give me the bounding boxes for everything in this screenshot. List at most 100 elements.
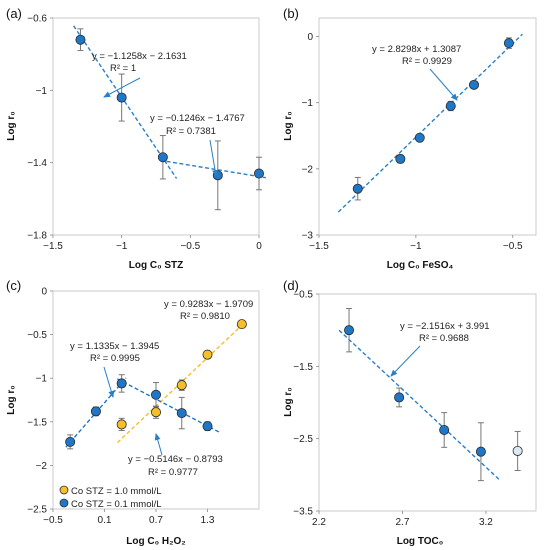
panel-c-equation-2: y = 1.1335x − 1.3945 (70, 341, 159, 352)
panel-c-r2-2: R² = 0.9995 (90, 353, 140, 364)
panel-d-y-tick-label: −3.5 (293, 507, 313, 518)
panel-c-data-point (150, 389, 161, 400)
panel-b-x-tick-label: −1.5 (309, 241, 329, 252)
panel-b-y-tick-label: −3 (302, 231, 314, 242)
panel-c-y-tick-label: −0.5 (27, 330, 47, 341)
panel-c-x-tick-label: 0.1 (98, 515, 112, 526)
panel-c-data-point (150, 407, 161, 418)
panel-b-data-point (414, 132, 425, 143)
panel-a-equation-2: y = −0.1246x − 1.4767 (150, 113, 245, 124)
panel-c-y-tick-label: 0 (41, 287, 47, 298)
panel-a-r2-2: R² = 0.7381 (166, 126, 216, 137)
panel-a-data-point (157, 152, 168, 163)
panel-a-arrow-1 (103, 77, 141, 98)
panel-d-fit-annotation: y = −2.1516x + 3.991 R² = 0.9688 (390, 321, 490, 377)
panel-a-x-tick-label: −1.5 (43, 241, 63, 252)
panel-a-x-tick-label: −0.5 (180, 241, 200, 252)
panel-c-legend-marker-1 (59, 485, 69, 495)
panel-d-x-axis-label: Log TOC₀ (397, 536, 444, 547)
panel-d-data-point (475, 446, 486, 457)
panel-c-x-tick-label: 0.7 (149, 515, 163, 526)
panel-c: (c) −0.5 0.1 0.7 1.3 −2.5 −2 −1.5 −1 −0.5 0 Log C… (6, 278, 260, 547)
panel-c-y-tick-label: −2.5 (27, 505, 47, 516)
panel-b-y-tick-label: 0 (307, 32, 313, 43)
panel-b-x-tick-label: −1 (410, 241, 422, 252)
panel-c-y-tick-label: −1.5 (27, 417, 47, 428)
panel-d-equation: y = −2.1516x + 3.991 (400, 321, 490, 332)
panel-a-fit-annotation-2: y = −0.1246x − 1.4767 R² = 0.7381 (150, 113, 245, 177)
panel-a-x-tick-label: 0 (256, 241, 262, 252)
panel-c-equation-3: y = −0.5146x − 0.8793 (128, 454, 223, 465)
panel-d-r2: R² = 0.9688 (419, 333, 469, 344)
panel-b-arrow (429, 68, 458, 101)
panel-c-legend-label-2: Co STZ = 0.1 mmol/L (71, 499, 162, 510)
panel-d-data-point (439, 424, 450, 435)
panel-c-arrow-3 (154, 433, 163, 456)
panel-b-data-point (395, 153, 406, 164)
panel-b-y-tick-label: −1 (302, 98, 314, 109)
panel-b-trendline-1 (337, 33, 523, 213)
panel-a-y-tick-label: −0.6 (27, 14, 47, 25)
panel-a-x-tick-label: −1 (116, 241, 128, 252)
panel-d-data-point (344, 325, 355, 336)
panel-a-data-point (212, 170, 223, 181)
panel-d-x-tick-label: 2.7 (396, 517, 410, 528)
panel-c-legend-marker-2 (59, 498, 69, 508)
panel-b-plot-area (318, 17, 537, 236)
panel-c-x-tick-label: 1.3 (201, 515, 215, 526)
panel-a: (a) −1.5 −1 −0.5 0 −1.8 −1.4 −1 −0.6 Log C₀ STZ… (6, 6, 266, 271)
panel-c-x-axis-label: Log C₀ H₂O₂ (126, 536, 186, 547)
panel-d-x-tick-label: 3.2 (479, 517, 493, 528)
panel-d-data-point (394, 392, 405, 403)
panel-a-trendline-2 (160, 159, 266, 179)
panel-b-x-axis-label: Log C₀ FeSO₄ (387, 260, 454, 271)
panel-d-x-tick-label: 2.2 (312, 517, 326, 528)
panel-c-y-axis-label: Log r₀ (6, 385, 17, 415)
panel-c-y-tick-label: −1 (36, 374, 48, 385)
panel-b-r2: R² = 0.9929 (402, 56, 452, 67)
panel-a-fit-annotation-1: y = −1.1258x − 2.1631 R² = 1 (92, 51, 187, 98)
panel-d-plot-area (318, 293, 537, 512)
panel-c-data-point (116, 378, 127, 389)
panel-b-data-point (468, 79, 479, 90)
panel-c-legend-label-1: Co STZ = 1.0 mmol/L (71, 486, 162, 497)
panel-c-arrow-2 (103, 366, 115, 398)
panel-c-data-point (202, 349, 213, 360)
panel-c-r2-1: R² = 0.9810 (180, 311, 230, 322)
panel-a-y-tick-label: −1.4 (27, 158, 47, 169)
panel-c-data-point (176, 408, 187, 419)
panel-c-data-point (90, 406, 101, 417)
panel-d: (d) 2.2 2.7 3.2 −3.5 −2.5 −1.5 −0.5 Log TOC₀ L… (283, 278, 537, 547)
panel-c-data-point (176, 380, 187, 391)
panel-d-data-point (512, 445, 523, 456)
panel-c-label: (c) (6, 278, 21, 293)
panel-d-y-tick-label: −2.5 (293, 434, 313, 445)
panel-b-data-point (503, 38, 514, 49)
panel-b-data-point (445, 100, 456, 111)
panel-d-y-tick-label: −0.5 (293, 290, 313, 301)
panel-a-label: (a) (6, 6, 22, 21)
panel-a-y-axis-label: Log r₀ (6, 111, 17, 141)
panel-c-legend: Co STZ = 1.0 mmol/L Co STZ = 0.1 mmol/L (59, 485, 162, 510)
panel-b-label: (b) (283, 6, 299, 21)
panel-c-fit-annotation-1: y = 0.9283x − 1.9709 R² = 0.9810 (164, 299, 253, 322)
panel-b-y-tick-label: −2 (302, 164, 314, 175)
panel-c-fit-annotation-3: y = −0.5146x − 0.8793 R² = 0.9777 (128, 433, 223, 478)
panel-d-arrow (390, 345, 421, 377)
panel-c-data-point (116, 419, 127, 430)
panel-a-equation-1: y = −1.1258x − 2.1631 (92, 51, 187, 62)
panel-a-y-tick-label: −1 (36, 86, 48, 97)
panel-a-r2-1: R² = 1 (110, 63, 136, 74)
panel-c-r2-3: R² = 0.9777 (148, 467, 198, 478)
panel-d-y-tick-label: −1.5 (293, 362, 313, 373)
panel-a-data-point (75, 34, 86, 45)
panel-a-y-tick-label: −1.8 (27, 231, 47, 242)
panel-c-y-tick-label: −2 (36, 461, 48, 472)
panel-c-data-point (65, 436, 76, 447)
panel-d-trendline-1 (338, 329, 500, 481)
panel-b-y-axis-label: Log r₀ (283, 111, 294, 141)
panel-b: (b) −1.5 −1 −0.5 −3 −2 −1 0 Log C₀ FeSO₄ Log r… (283, 6, 537, 271)
panel-c-equation-1: y = 0.9283x − 1.9709 (164, 299, 253, 310)
panel-c-data-point (202, 421, 213, 432)
